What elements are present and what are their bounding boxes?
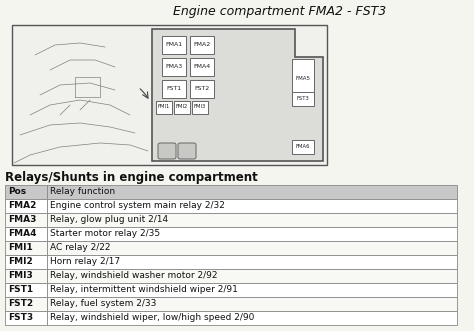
Text: Pos: Pos: [8, 187, 26, 197]
Text: FST2: FST2: [194, 86, 210, 91]
Text: Relay, windshield washer motor 2/92: Relay, windshield washer motor 2/92: [50, 271, 218, 280]
Text: Relay, glow plug unit 2/14: Relay, glow plug unit 2/14: [50, 215, 168, 224]
Text: FST2: FST2: [8, 300, 33, 308]
Text: FMI2: FMI2: [176, 105, 188, 110]
Text: FMI3: FMI3: [194, 105, 206, 110]
Bar: [47, 241, 457, 255]
Bar: [5, 241, 47, 255]
Bar: [47, 269, 457, 283]
Bar: [292, 140, 314, 154]
Text: Engine compartment FMA2 - FST3: Engine compartment FMA2 - FST3: [173, 5, 387, 18]
FancyBboxPatch shape: [158, 143, 176, 159]
Text: Engine control system main relay 2/32: Engine control system main relay 2/32: [50, 202, 225, 211]
Text: FST3: FST3: [297, 97, 310, 102]
Text: Relay, windshield wiper, low/high speed 2/90: Relay, windshield wiper, low/high speed …: [50, 313, 255, 322]
Bar: [47, 227, 457, 241]
Text: FMA1: FMA1: [165, 42, 182, 48]
Text: Relays/Shunts in engine compartment: Relays/Shunts in engine compartment: [5, 171, 258, 184]
Bar: [190, 58, 214, 76]
Bar: [5, 269, 47, 283]
Bar: [292, 92, 314, 106]
Text: FMA2: FMA2: [193, 42, 210, 48]
Bar: [162, 80, 186, 98]
Bar: [47, 311, 457, 325]
Text: AC relay 2/22: AC relay 2/22: [50, 244, 110, 253]
Text: FMA2: FMA2: [8, 202, 36, 211]
Text: FMA5: FMA5: [295, 75, 310, 80]
Bar: [174, 101, 190, 114]
Bar: [47, 297, 457, 311]
Text: FST3: FST3: [8, 313, 33, 322]
Bar: [190, 36, 214, 54]
Text: FMA3: FMA3: [8, 215, 36, 224]
Text: FMI1: FMI1: [158, 105, 170, 110]
Bar: [5, 199, 47, 213]
Text: Relay, intermittent windshield wiper 2/91: Relay, intermittent windshield wiper 2/9…: [50, 286, 238, 295]
Text: FMA3: FMA3: [165, 65, 182, 70]
Text: Relay function: Relay function: [50, 187, 115, 197]
Bar: [152, 29, 323, 161]
Bar: [47, 255, 457, 269]
Text: FMI3: FMI3: [8, 271, 33, 280]
Bar: [47, 213, 457, 227]
Bar: [5, 311, 47, 325]
Text: FMA4: FMA4: [193, 65, 210, 70]
Text: Relay, fuel system 2/33: Relay, fuel system 2/33: [50, 300, 156, 308]
FancyBboxPatch shape: [178, 143, 196, 159]
Bar: [5, 227, 47, 241]
Text: FST1: FST1: [8, 286, 33, 295]
Bar: [162, 36, 186, 54]
Bar: [47, 185, 457, 199]
Bar: [5, 185, 47, 199]
Text: FMI2: FMI2: [8, 258, 33, 266]
Text: Starter motor relay 2/35: Starter motor relay 2/35: [50, 229, 160, 239]
Bar: [190, 80, 214, 98]
Bar: [162, 58, 186, 76]
Bar: [5, 283, 47, 297]
Bar: [295, 27, 325, 57]
Bar: [192, 101, 208, 114]
Bar: [156, 101, 172, 114]
Text: FMA4: FMA4: [8, 229, 36, 239]
Bar: [292, 59, 314, 97]
Text: FMA6: FMA6: [296, 145, 310, 150]
Text: Horn relay 2/17: Horn relay 2/17: [50, 258, 120, 266]
Text: FMI1: FMI1: [8, 244, 33, 253]
Bar: [47, 199, 457, 213]
Bar: [12, 25, 327, 165]
Bar: [5, 255, 47, 269]
Text: FST1: FST1: [166, 86, 182, 91]
Bar: [5, 213, 47, 227]
Bar: [47, 283, 457, 297]
Bar: [5, 297, 47, 311]
